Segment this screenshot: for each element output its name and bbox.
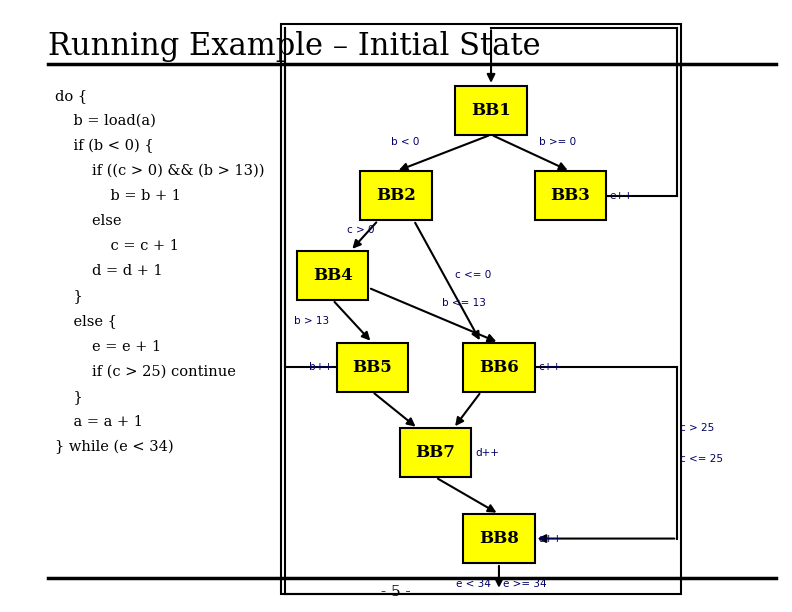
Text: e = e + 1: e = e + 1 [55,340,162,354]
FancyBboxPatch shape [297,251,368,300]
Text: if (b < 0) {: if (b < 0) { [55,139,154,153]
Text: BB1: BB1 [471,102,511,119]
Text: c <= 0: c <= 0 [455,271,492,280]
Text: e >= 34: e >= 34 [503,579,546,589]
Text: BB4: BB4 [313,267,352,284]
Text: BB6: BB6 [479,359,519,376]
Text: a = a + 1: a = a + 1 [55,415,143,429]
Text: } while (e < 34): } while (e < 34) [55,440,174,454]
Text: c = c + 1: c = c + 1 [55,239,179,253]
Text: b > 13: b > 13 [294,316,329,326]
Text: BB8: BB8 [479,530,519,547]
Text: else: else [55,214,122,228]
FancyBboxPatch shape [400,428,471,477]
Text: Running Example – Initial State: Running Example – Initial State [48,31,540,62]
Text: - 5 -: - 5 - [381,584,411,599]
FancyBboxPatch shape [463,343,535,392]
Text: a++: a++ [539,534,562,543]
Text: BB3: BB3 [550,187,590,204]
Text: b >= 0: b >= 0 [539,137,576,147]
Text: c++: c++ [539,362,562,372]
Text: c <= 25: c <= 25 [680,454,722,464]
Text: b = b + 1: b = b + 1 [55,189,181,203]
Text: do {: do { [55,89,88,103]
Text: else {: else { [55,315,117,329]
Text: c > 25: c > 25 [680,424,714,433]
FancyBboxPatch shape [360,171,432,220]
Text: BB2: BB2 [376,187,416,204]
Text: b = load(a): b = load(a) [55,114,156,128]
Text: BB5: BB5 [352,359,392,376]
Text: BB7: BB7 [416,444,455,461]
Bar [281,24,681,594]
FancyBboxPatch shape [455,86,527,135]
FancyBboxPatch shape [463,514,535,563]
Text: if ((c > 0) && (b > 13)): if ((c > 0) && (b > 13)) [55,164,265,178]
Text: d++: d++ [475,448,499,458]
Text: e++: e++ [610,191,634,201]
Text: d = d + 1: d = d + 1 [55,264,163,278]
Text: e < 34: e < 34 [456,579,491,589]
Text: }: } [55,289,83,304]
Text: b++: b++ [309,362,333,372]
Text: if (c > 25) continue: if (c > 25) continue [55,365,236,379]
Text: b <= 13: b <= 13 [441,298,485,308]
FancyBboxPatch shape [337,343,408,392]
FancyBboxPatch shape [535,171,606,220]
Text: b < 0: b < 0 [391,137,420,147]
Text: c > 0: c > 0 [347,225,374,234]
Text: }: } [55,390,83,404]
